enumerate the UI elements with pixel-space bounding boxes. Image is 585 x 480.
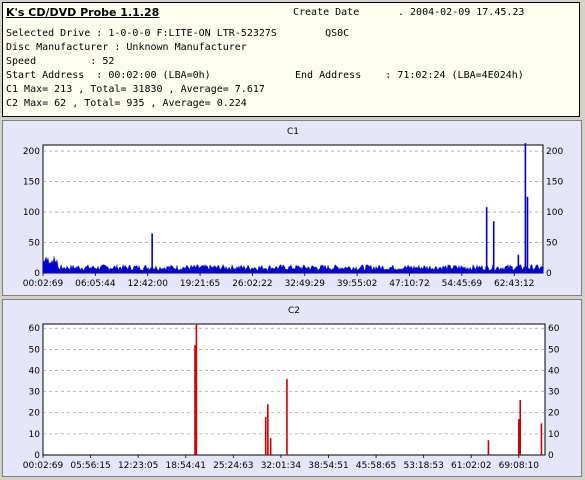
c2-chart: C2 0 0 10 10 20 20 30 30 40 40 50 50 60 60 00:02:69 05:5… xyxy=(23,306,560,471)
y-tick-label-left: 20 xyxy=(29,409,41,419)
c2-stats: C2 Max= 62 , Total= 935 , Average= 0.224 xyxy=(6,98,247,109)
y-tick-label-left: 40 xyxy=(29,366,41,376)
plot-area xyxy=(42,144,544,274)
start-address: Start Address : 00:02:00 (LBA=0h) xyxy=(6,70,211,81)
disc-manufacturer: Disc Manufacturer : Unknown Manufacturer xyxy=(6,42,247,53)
c1-chart: C1 0 0 50 50 100 100 150 150 200 200 00:02:69 06:05:… xyxy=(23,127,564,289)
y-tick-label-right: 150 xyxy=(546,178,563,188)
x-tick-label: 12:42:00 xyxy=(128,279,169,289)
y-tick-label-right: 60 xyxy=(548,324,560,334)
create-date-label: Create Date xyxy=(293,7,360,18)
create-date-value: . 2004-02-09 17.45.23 xyxy=(398,7,525,18)
x-tick-label: 54:45:69 xyxy=(442,279,483,289)
y-tick-label-left: 150 xyxy=(23,178,40,188)
y-tick-label-right: 0 xyxy=(548,451,554,461)
selected-drive: Selected Drive : 1-0-0-0 F:LITE-ON LTR-5… xyxy=(6,28,350,39)
x-tick-label: 38:54:51 xyxy=(308,461,348,471)
x-tick-label: 00:02:69 xyxy=(23,279,64,289)
y-tick-label-left: 200 xyxy=(23,147,40,157)
x-tick-label: 05:56:15 xyxy=(70,461,110,471)
x-tick-label: 32:01:34 xyxy=(261,461,302,471)
x-tick-label: 47:10:72 xyxy=(389,279,429,289)
plot-area xyxy=(42,323,546,456)
x-tick-label: 62:43:12 xyxy=(494,279,534,289)
x-tick-label: 61:02:02 xyxy=(451,461,491,471)
end-address: End Address : 71:02:24 (LBA=4E024h) xyxy=(295,70,524,81)
y-tick-label-left: 30 xyxy=(29,388,41,398)
x-tick-label: 18:54:41 xyxy=(166,461,206,471)
y-tick-label-right: 10 xyxy=(548,430,560,440)
c1-baseline-series xyxy=(42,256,544,274)
x-tick-label: 69:08:10 xyxy=(499,461,540,471)
y-tick-label-left: 60 xyxy=(29,324,41,334)
y-tick-label-left: 50 xyxy=(29,239,41,249)
x-tick-label: 26:02:22 xyxy=(232,279,272,289)
x-tick-label: 00:02:69 xyxy=(23,461,64,471)
c1-chart-panel: C1 0 0 50 50 100 100 150 150 200 200 00:02:69 06:05:… xyxy=(2,120,582,296)
y-tick-label-right: 100 xyxy=(546,208,563,218)
x-tick-label: 06:05:44 xyxy=(75,279,116,289)
chart-title: C2 xyxy=(288,306,300,316)
c2-chart-panel: C2 0 0 10 10 20 20 30 30 40 40 50 50 60 60 00:02:69 05:5… xyxy=(2,299,582,477)
y-tick-label-right: 0 xyxy=(546,269,552,279)
y-tick-label-left: 10 xyxy=(29,430,41,440)
y-tick-label-right: 30 xyxy=(548,388,560,398)
chart-title: C1 xyxy=(287,127,299,137)
x-tick-label: 45:58:65 xyxy=(356,461,396,471)
x-tick-label: 39:55:02 xyxy=(337,279,377,289)
x-tick-label: 12:23:05 xyxy=(118,461,158,471)
y-tick-label-left: 0 xyxy=(34,269,40,279)
c1-stats: C1 Max= 213 , Total= 31830 , Average= 7.… xyxy=(6,84,265,95)
x-tick-label: 25:24:63 xyxy=(213,461,253,471)
app-title: K's CD/DVD Probe 1.1.28 xyxy=(6,6,160,19)
y-tick-label-right: 40 xyxy=(548,366,560,376)
y-tick-label-right: 50 xyxy=(548,345,560,355)
speed: Speed : 52 xyxy=(6,56,115,67)
y-tick-label-left: 0 xyxy=(34,451,40,461)
y-tick-label-left: 50 xyxy=(29,345,41,355)
x-tick-label: 32:49:29 xyxy=(285,279,326,289)
y-tick-label-right: 20 xyxy=(548,409,560,419)
x-tick-label: 53:18:53 xyxy=(403,461,443,471)
info-panel: K's CD/DVD Probe 1.1.28 Create Date . 20… xyxy=(2,2,580,117)
y-tick-label-right: 50 xyxy=(546,239,558,249)
x-tick-label: 19:21:65 xyxy=(180,279,220,289)
y-tick-label-right: 200 xyxy=(546,147,563,157)
y-tick-label-left: 100 xyxy=(23,208,40,218)
